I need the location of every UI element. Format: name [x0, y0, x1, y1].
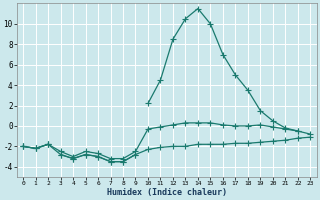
X-axis label: Humidex (Indice chaleur): Humidex (Indice chaleur): [107, 188, 227, 197]
